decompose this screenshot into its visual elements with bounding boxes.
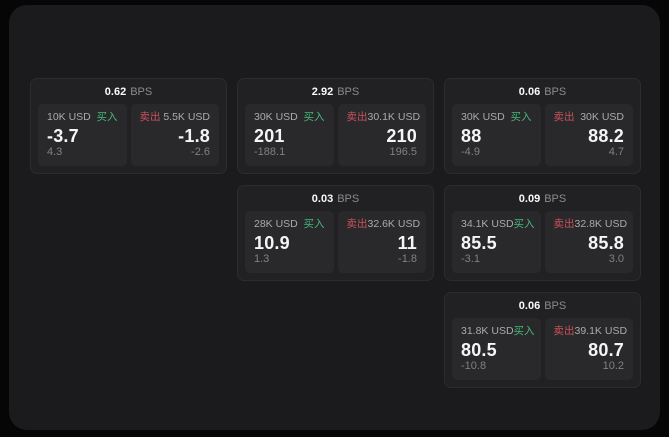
sell-change: 4.7	[608, 146, 624, 158]
sell-amount: 32.6K USD	[367, 218, 421, 230]
sell-panel[interactable]: 卖出 30.1K USD 210 196.5	[337, 104, 426, 166]
bps-value: 0.06	[518, 85, 541, 98]
sell-price: -1.8	[178, 126, 210, 146]
card-header: 0.06 BPS	[445, 79, 640, 104]
bps-value: 0.09	[518, 192, 541, 205]
sell-price: 210	[386, 126, 417, 146]
buy-tag: 买入	[96, 111, 118, 123]
quote-card[interactable]: 0.06 BPS 31.8K USD 买入 80.5 -10.8 卖出 39.1…	[444, 292, 641, 388]
buy-change: -10.8	[461, 360, 487, 372]
buy-tag: 买入	[303, 111, 325, 123]
quote-card[interactable]: 2.92 BPS 30K USD 买入 201 -188.1 卖出 30.1K …	[237, 78, 434, 174]
bps-value: 2.92	[311, 85, 334, 98]
bps-value: 0.62	[104, 85, 127, 98]
card-header: 0.03 BPS	[238, 186, 433, 211]
buy-change: 4.3	[47, 146, 63, 158]
buy-panel[interactable]: 28K USD 买入 10.9 1.3	[245, 211, 334, 273]
sell-change: -1.8	[398, 253, 417, 265]
quote-card-grid: 0.62 BPS 10K USD 买入 -3.7 4.3 卖出 5.5K USD	[30, 78, 641, 388]
card-header: 0.06 BPS	[445, 293, 640, 318]
buy-amount: 28K USD	[254, 218, 298, 230]
buy-amount: 34.1K USD	[461, 218, 514, 230]
sell-amount: 30K USD	[580, 111, 624, 123]
buy-panel[interactable]: 34.1K USD 买入 85.5 -3.1	[452, 211, 541, 273]
bps-unit-label: BPS	[130, 85, 153, 98]
buy-tag: 买入	[513, 325, 535, 337]
buy-change: -188.1	[254, 146, 286, 158]
sell-price: 88.2	[588, 126, 624, 146]
buy-price: 88	[461, 126, 482, 146]
sell-amount: 39.1K USD	[574, 325, 628, 337]
bps-unit-label: BPS	[544, 192, 567, 205]
buy-tag: 买入	[510, 111, 532, 123]
buy-price: 85.5	[461, 233, 497, 253]
sell-panel[interactable]: 卖出 32.6K USD 11 -1.8	[337, 211, 426, 273]
quote-card[interactable]: 0.03 BPS 28K USD 买入 10.9 1.3 卖出 32.6K US…	[237, 185, 434, 281]
sell-tag: 卖出	[553, 218, 575, 230]
main-panel: 0.62 BPS 10K USD 买入 -3.7 4.3 卖出 5.5K USD	[9, 5, 660, 430]
bps-unit-label: BPS	[544, 299, 567, 312]
quote-card[interactable]: 0.09 BPS 34.1K USD 买入 85.5 -3.1 卖出 32.8K…	[444, 185, 641, 281]
sell-tag: 卖出	[139, 111, 161, 123]
buy-change: -3.1	[461, 253, 480, 265]
sell-tag: 卖出	[553, 325, 575, 337]
quote-card[interactable]: 0.06 BPS 30K USD 买入 88 -4.9 卖出 30K USD	[444, 78, 641, 174]
buy-change: -4.9	[461, 146, 480, 158]
sell-change: 3.0	[608, 253, 624, 265]
buy-panel[interactable]: 30K USD 买入 201 -188.1	[245, 104, 334, 166]
bps-value: 0.06	[518, 299, 541, 312]
sell-tag: 卖出	[346, 111, 368, 123]
buy-tag: 买入	[513, 218, 535, 230]
buy-price: 201	[254, 126, 285, 146]
card-header: 0.62 BPS	[31, 79, 226, 104]
sell-panel[interactable]: 卖出 32.8K USD 85.8 3.0	[544, 211, 633, 273]
buy-tag: 买入	[303, 218, 325, 230]
sell-price: 80.7	[588, 340, 624, 360]
buy-price: 10.9	[254, 233, 290, 253]
sell-amount: 32.8K USD	[574, 218, 628, 230]
quote-card[interactable]: 0.62 BPS 10K USD 买入 -3.7 4.3 卖出 5.5K USD	[30, 78, 227, 174]
sell-panel[interactable]: 卖出 30K USD 88.2 4.7	[544, 104, 633, 166]
sell-price: 85.8	[588, 233, 624, 253]
buy-panel[interactable]: 31.8K USD 买入 80.5 -10.8	[452, 318, 541, 380]
sell-amount: 30.1K USD	[367, 111, 421, 123]
sell-tag: 卖出	[346, 218, 368, 230]
sell-price: 11	[397, 233, 417, 253]
bps-unit-label: BPS	[337, 85, 360, 98]
buy-change: 1.3	[254, 253, 270, 265]
sell-amount: 5.5K USD	[163, 111, 210, 123]
sell-tag: 卖出	[553, 111, 575, 123]
sell-panel[interactable]: 卖出 39.1K USD 80.7 10.2	[544, 318, 633, 380]
buy-amount: 30K USD	[461, 111, 505, 123]
buy-panel[interactable]: 30K USD 买入 88 -4.9	[452, 104, 541, 166]
buy-panel[interactable]: 10K USD 买入 -3.7 4.3	[38, 104, 127, 166]
sell-change: 196.5	[389, 146, 417, 158]
bps-value: 0.03	[311, 192, 334, 205]
card-header: 2.92 BPS	[238, 79, 433, 104]
buy-amount: 31.8K USD	[461, 325, 514, 337]
bps-unit-label: BPS	[544, 85, 567, 98]
sell-change: 10.2	[602, 360, 624, 372]
bps-unit-label: BPS	[337, 192, 360, 205]
buy-price: 80.5	[461, 340, 497, 360]
buy-amount: 10K USD	[47, 111, 91, 123]
buy-price: -3.7	[47, 126, 79, 146]
buy-amount: 30K USD	[254, 111, 298, 123]
sell-change: -2.6	[191, 146, 210, 158]
card-header: 0.09 BPS	[445, 186, 640, 211]
sell-panel[interactable]: 卖出 5.5K USD -1.8 -2.6	[130, 104, 219, 166]
